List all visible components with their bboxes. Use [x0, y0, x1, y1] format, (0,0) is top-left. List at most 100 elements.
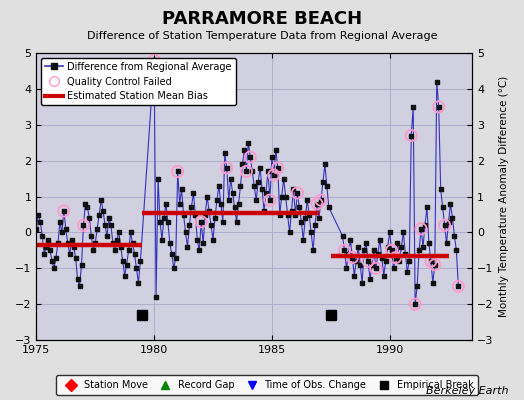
Point [360, 247, 368, 254]
Point [168, 251, 176, 257]
Point [417, 226, 425, 232]
Point [391, 254, 400, 261]
Point [271, 147, 280, 153]
Point [108, 240, 117, 246]
Point [313, 200, 321, 207]
Point [417, 226, 425, 232]
Point [283, 211, 292, 218]
Point [70, 244, 78, 250]
Point [372, 265, 380, 272]
Legend: Station Move, Record Gap, Time of Obs. Change, Empirical Break: Station Move, Record Gap, Time of Obs. C… [57, 375, 478, 395]
Point [211, 215, 219, 221]
Point [216, 200, 225, 207]
Point [374, 251, 382, 257]
Point [87, 233, 95, 239]
Point [81, 200, 90, 207]
Point [274, 165, 282, 171]
Point [387, 247, 396, 254]
Point [431, 262, 439, 268]
Point [95, 211, 103, 218]
Point [270, 172, 278, 178]
Point [176, 200, 184, 207]
Point [446, 200, 455, 207]
Point [444, 218, 453, 225]
Point [246, 154, 255, 160]
Point [387, 247, 396, 254]
Point [116, 244, 125, 250]
Point [376, 236, 384, 243]
Point [440, 222, 449, 228]
Point [394, 240, 402, 246]
Point [323, 183, 331, 189]
Point [409, 104, 418, 110]
Point [224, 197, 233, 203]
Point [366, 276, 374, 282]
Point [123, 262, 131, 268]
Point [68, 236, 76, 243]
Point [75, 283, 84, 290]
Point [203, 193, 211, 200]
Point [405, 258, 413, 264]
Point [195, 247, 203, 254]
Point [344, 251, 353, 257]
Point [113, 236, 121, 243]
Point [38, 233, 47, 239]
Point [350, 272, 358, 279]
Point [93, 226, 101, 232]
Point [266, 197, 274, 203]
Point [299, 236, 308, 243]
Y-axis label: Monthly Temperature Anomaly Difference (°C): Monthly Temperature Anomaly Difference (… [499, 76, 509, 317]
Point [262, 190, 270, 196]
Point [434, 104, 443, 110]
Point [293, 190, 302, 196]
Point [362, 240, 370, 246]
Point [379, 272, 388, 279]
Point [301, 215, 310, 221]
Point [429, 280, 437, 286]
Point [99, 208, 107, 214]
Point [384, 244, 392, 250]
Point [305, 211, 313, 218]
Point [311, 222, 319, 228]
Point [62, 226, 70, 232]
Point [452, 247, 461, 254]
Point [183, 244, 192, 250]
Point [244, 140, 253, 146]
Point [118, 258, 127, 264]
Point [403, 269, 411, 275]
Point [36, 218, 45, 225]
Point [340, 247, 348, 254]
Point [42, 244, 50, 250]
Point [219, 218, 227, 225]
Point [339, 233, 347, 239]
Point [276, 211, 284, 218]
Point [105, 215, 113, 221]
Point [158, 236, 166, 243]
Point [448, 215, 456, 221]
Text: Difference of Station Temperature Data from Regional Average: Difference of Station Temperature Data f… [87, 31, 437, 41]
Point [236, 183, 245, 189]
Point [316, 197, 325, 203]
Point [246, 154, 255, 160]
Point [295, 204, 303, 210]
Point [254, 179, 263, 186]
Point [397, 244, 406, 250]
Point [240, 147, 248, 153]
Point [252, 197, 260, 203]
Point [303, 197, 311, 203]
Point [178, 186, 186, 192]
Point [256, 165, 264, 171]
Point [454, 283, 463, 290]
Point [319, 179, 327, 186]
Point [189, 190, 198, 196]
Point [368, 262, 376, 268]
Point [150, 57, 158, 63]
Point [411, 301, 419, 308]
Point [107, 222, 115, 228]
Point [185, 222, 194, 228]
Point [421, 222, 429, 228]
Point [378, 254, 386, 261]
Point [54, 240, 62, 246]
Point [381, 258, 390, 264]
Point [431, 262, 439, 268]
